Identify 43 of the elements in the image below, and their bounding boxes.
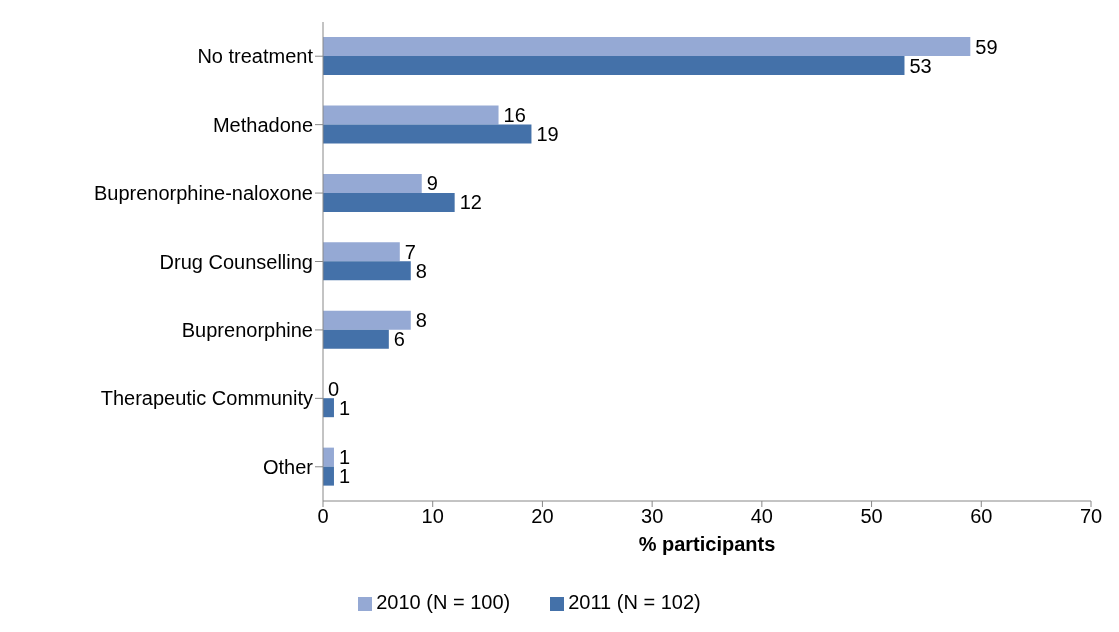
data-label: 0 — [328, 377, 340, 400]
bar — [323, 466, 334, 486]
x-tick-label: 60 — [970, 505, 993, 528]
data-label: 59 — [975, 35, 998, 58]
x-tick-label: 20 — [531, 505, 554, 528]
data-label: 53 — [909, 54, 932, 77]
legend-label: 2010 (N = 100) — [376, 591, 511, 613]
x-axis-title: % participants — [638, 533, 776, 555]
y-tick-label: Buprenorphine-naloxone — [93, 182, 313, 205]
data-label: 8 — [415, 259, 427, 282]
x-tick-label: 50 — [860, 505, 883, 528]
data-label: 12 — [459, 191, 482, 214]
legend-label: 2011 (N = 102) — [568, 591, 701, 613]
data-label: 1 — [338, 396, 351, 419]
bar — [323, 447, 334, 467]
data-label: 9 — [426, 172, 438, 195]
bar — [323, 192, 455, 212]
bar — [323, 329, 389, 349]
bar — [323, 37, 971, 57]
y-tick-label: Buprenorphine — [181, 319, 313, 342]
bar — [323, 173, 422, 193]
bar — [323, 261, 411, 281]
bar — [323, 56, 905, 76]
data-label: 19 — [536, 122, 559, 145]
data-label: 6 — [393, 328, 405, 351]
bar — [323, 398, 334, 418]
y-tick-label: Methadone — [212, 113, 313, 136]
bar — [323, 310, 411, 330]
bar — [323, 105, 499, 125]
bar — [323, 242, 400, 262]
x-tick-label: 10 — [421, 505, 444, 528]
data-label: 16 — [503, 103, 526, 126]
y-tick-label: Other — [262, 455, 314, 478]
x-tick-label: 0 — [317, 505, 329, 528]
bar — [323, 124, 532, 144]
x-tick-label: 40 — [750, 505, 773, 528]
y-tick-label: No treatment — [197, 45, 314, 68]
data-label: 7 — [404, 240, 416, 263]
x-tick-label: 70 — [1079, 505, 1103, 528]
x-tick-label: 30 — [641, 505, 664, 528]
y-tick-label: Therapeutic Community — [100, 387, 313, 410]
data-label: 8 — [415, 309, 427, 332]
y-tick-label: Drug Counselling — [159, 250, 313, 273]
